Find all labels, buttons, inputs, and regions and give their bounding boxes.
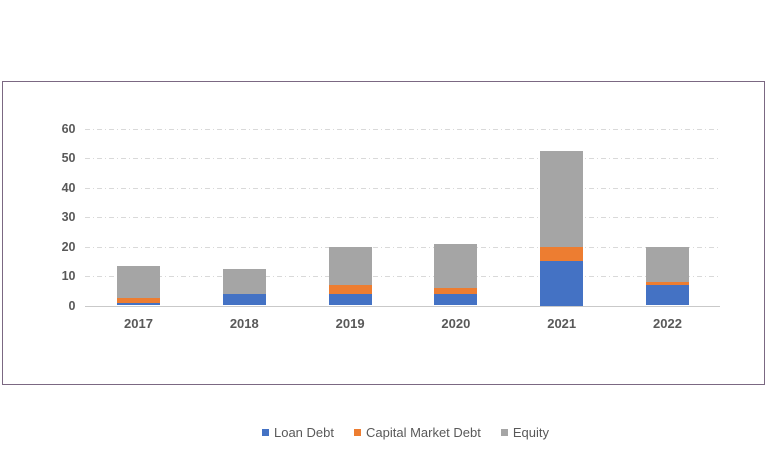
bar-2020-capital-market-debt <box>434 287 478 294</box>
bar-2018-equity <box>222 268 266 294</box>
x-axis-line <box>84 305 720 307</box>
legend-swatch-loan-debt <box>261 428 269 436</box>
y-axis-tick-10: 10 <box>61 269 76 283</box>
x-axis-label-2020: 2020 <box>441 315 471 331</box>
bar-2019-capital-market-debt <box>328 284 372 294</box>
gridline-40 <box>84 187 720 189</box>
legend-label-capital-market-debt: Capital Market Debt <box>365 424 481 440</box>
gridline-30 <box>84 217 720 218</box>
y-axis-tick-40: 40 <box>61 180 76 195</box>
legend-item-capital-market-debt: Capital Market Debt <box>353 424 481 440</box>
bar-2017-loan-debt <box>117 302 160 306</box>
legend-swatch-capital-market-debt <box>353 428 361 436</box>
bar-2018-loan-debt <box>222 293 266 306</box>
legend-swatch-equity <box>500 428 508 436</box>
bar-2019-equity <box>328 246 372 285</box>
legend-label-loan-debt: Loan Debt <box>273 424 334 440</box>
bar-2021-loan-debt <box>540 261 584 306</box>
x-axis-label-2019: 2019 <box>335 315 365 331</box>
bar-2020-loan-debt <box>434 293 478 306</box>
y-axis-tick-50: 50 <box>61 151 76 165</box>
x-axis-label-2021: 2021 <box>547 315 577 331</box>
legend-label-equity: Equity <box>512 424 550 440</box>
gridline-50 <box>84 158 720 159</box>
legend-item-equity: Equity <box>500 424 550 440</box>
bar-2020-equity <box>434 243 478 288</box>
bar-2021-capital-market-debt <box>540 246 584 262</box>
bar-2022-capital-market-debt <box>646 281 689 285</box>
y-axis-tick-30: 30 <box>61 210 76 224</box>
legend-item-loan-debt: Loan Debt <box>261 424 334 440</box>
bar-2017-capital-market-debt <box>117 298 160 303</box>
bar-2017-equity <box>117 265 160 299</box>
y-axis-tick-20: 20 <box>61 239 76 254</box>
bar-2021-equity <box>540 150 584 247</box>
x-axis-label-2018: 2018 <box>229 315 259 331</box>
bar-2019-loan-debt <box>328 293 372 306</box>
y-axis-tick-0: 0 <box>68 298 76 313</box>
x-axis-label-2017: 2017 <box>124 315 153 331</box>
chart-legend: Loan Debt Capital Market Debt Equity <box>88 424 723 440</box>
bar-2022-equity <box>646 246 689 282</box>
chart-frame: Loan Debt Capital Market Debt Equity 0 10… <box>2 81 765 440</box>
y-axis-tick-60: 60 <box>61 121 76 136</box>
gridline-60 <box>84 128 720 130</box>
x-axis-label-2022: 2022 <box>653 315 682 331</box>
bar-2022-loan-debt <box>646 284 689 306</box>
gridline-20 <box>84 246 720 248</box>
gridline-10 <box>84 276 720 277</box>
